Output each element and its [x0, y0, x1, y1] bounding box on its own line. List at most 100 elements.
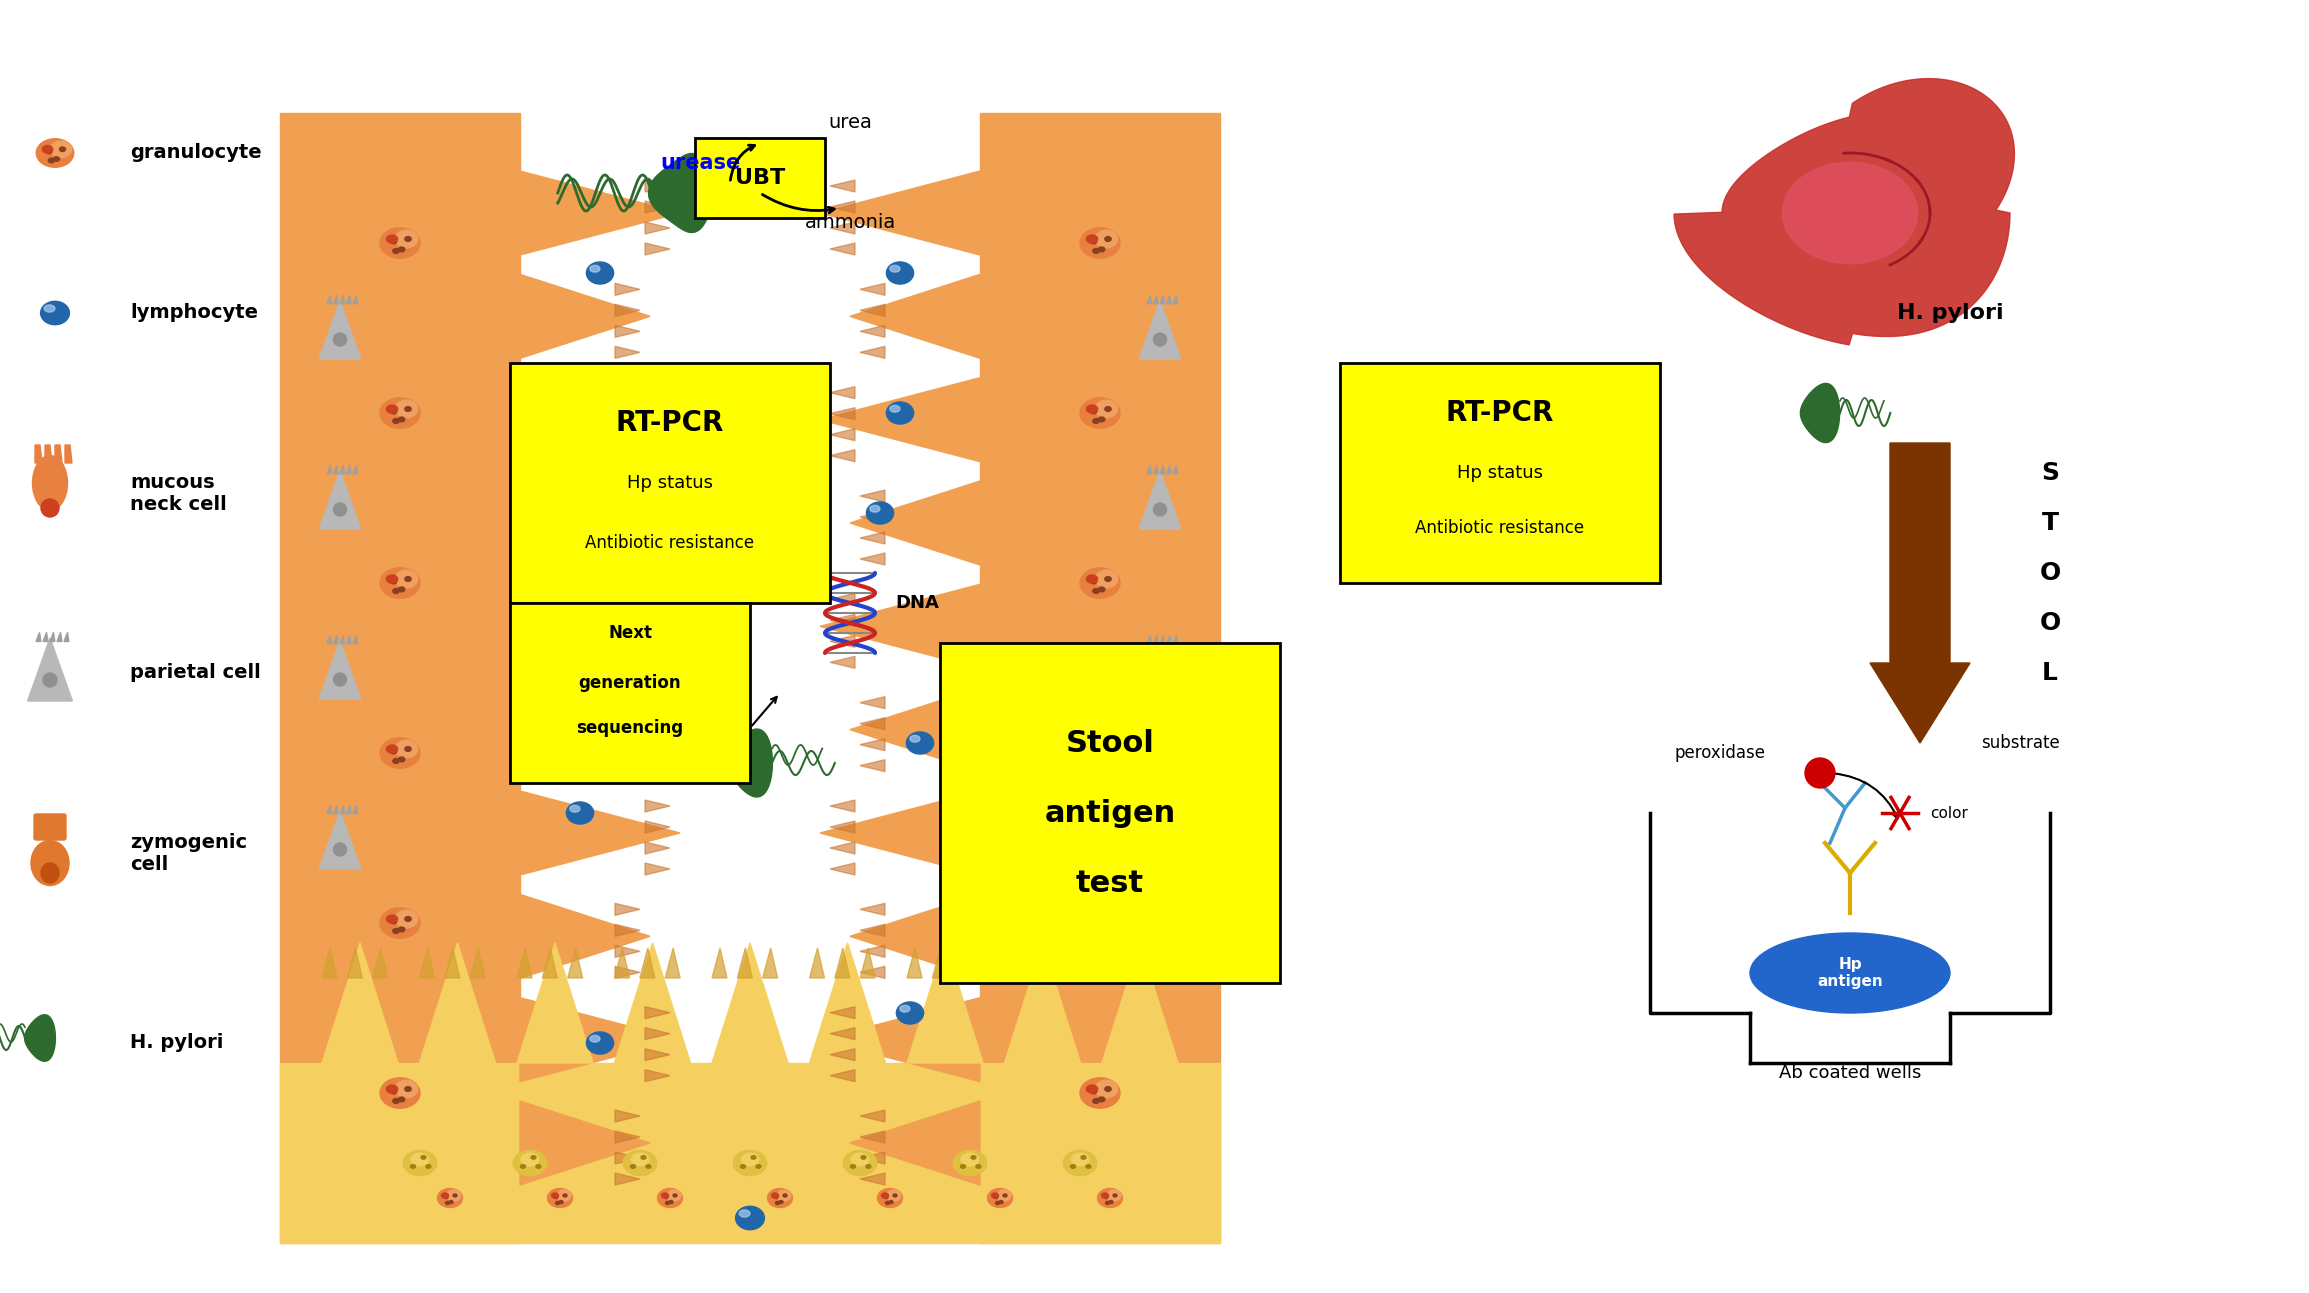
Polygon shape: [1166, 465, 1171, 473]
Ellipse shape: [1099, 587, 1104, 592]
Polygon shape: [520, 688, 651, 772]
Text: Stool: Stool: [1064, 728, 1154, 758]
Polygon shape: [644, 800, 670, 812]
Ellipse shape: [1081, 568, 1120, 599]
Polygon shape: [1674, 79, 2013, 345]
Ellipse shape: [1154, 334, 1166, 347]
Ellipse shape: [607, 531, 633, 553]
Polygon shape: [829, 243, 854, 255]
Ellipse shape: [1081, 1156, 1085, 1159]
Polygon shape: [644, 1007, 670, 1019]
Text: Ab coated wells: Ab coated wells: [1778, 1064, 1921, 1082]
Ellipse shape: [395, 230, 418, 248]
Ellipse shape: [393, 928, 399, 934]
Ellipse shape: [446, 1201, 450, 1205]
Polygon shape: [1159, 465, 1164, 473]
Ellipse shape: [425, 1165, 432, 1169]
Polygon shape: [520, 171, 679, 255]
Text: color: color: [1930, 806, 1967, 821]
Polygon shape: [614, 347, 640, 358]
Ellipse shape: [997, 1190, 1011, 1201]
Ellipse shape: [60, 147, 65, 151]
Polygon shape: [644, 1049, 670, 1060]
Polygon shape: [644, 1028, 670, 1040]
Ellipse shape: [961, 1165, 965, 1169]
Ellipse shape: [889, 405, 901, 412]
Polygon shape: [762, 948, 778, 978]
Ellipse shape: [404, 917, 411, 922]
Polygon shape: [420, 943, 496, 1063]
Ellipse shape: [586, 262, 614, 284]
Polygon shape: [859, 718, 884, 729]
Polygon shape: [58, 632, 62, 641]
Text: parietal cell: parietal cell: [129, 663, 261, 683]
Text: Hp status: Hp status: [1457, 464, 1542, 482]
Ellipse shape: [991, 1193, 997, 1199]
Polygon shape: [737, 948, 753, 978]
Polygon shape: [614, 1173, 640, 1184]
Ellipse shape: [734, 1151, 767, 1175]
Polygon shape: [644, 450, 670, 462]
Ellipse shape: [42, 301, 69, 325]
Polygon shape: [644, 180, 670, 191]
Ellipse shape: [441, 1193, 448, 1199]
Ellipse shape: [393, 248, 399, 253]
Polygon shape: [1138, 471, 1180, 529]
Polygon shape: [353, 295, 358, 304]
Ellipse shape: [46, 149, 53, 154]
Ellipse shape: [1092, 928, 1099, 934]
Text: UBT: UBT: [734, 168, 785, 187]
Ellipse shape: [767, 1188, 792, 1208]
Ellipse shape: [1094, 570, 1118, 588]
Ellipse shape: [1094, 740, 1118, 758]
Polygon shape: [28, 637, 72, 701]
Ellipse shape: [852, 1153, 868, 1166]
Ellipse shape: [884, 1196, 889, 1199]
Ellipse shape: [630, 1165, 635, 1169]
Polygon shape: [907, 943, 984, 1063]
Ellipse shape: [443, 1196, 448, 1199]
Polygon shape: [665, 948, 681, 978]
Ellipse shape: [658, 1188, 683, 1208]
Ellipse shape: [559, 1200, 563, 1204]
Polygon shape: [829, 429, 854, 441]
FancyBboxPatch shape: [940, 643, 1279, 983]
Ellipse shape: [882, 1193, 889, 1199]
Ellipse shape: [522, 1153, 538, 1166]
Ellipse shape: [1092, 759, 1099, 763]
Ellipse shape: [42, 862, 60, 883]
Ellipse shape: [48, 158, 53, 163]
Polygon shape: [1138, 300, 1180, 359]
Ellipse shape: [42, 499, 60, 517]
Polygon shape: [353, 806, 358, 813]
Ellipse shape: [665, 1196, 667, 1199]
Ellipse shape: [566, 802, 593, 824]
Polygon shape: [1154, 806, 1159, 813]
Ellipse shape: [1090, 919, 1097, 923]
Text: ammonia: ammonia: [804, 213, 896, 233]
Ellipse shape: [1108, 1200, 1113, 1204]
Polygon shape: [1030, 948, 1046, 978]
Polygon shape: [829, 862, 854, 875]
Ellipse shape: [448, 1200, 453, 1204]
Ellipse shape: [1092, 419, 1099, 423]
Text: O: O: [2039, 561, 2060, 584]
Ellipse shape: [395, 910, 418, 928]
Polygon shape: [614, 1131, 640, 1143]
Ellipse shape: [771, 1193, 778, 1199]
Ellipse shape: [1104, 237, 1111, 242]
Polygon shape: [933, 948, 947, 978]
Polygon shape: [859, 347, 884, 358]
Polygon shape: [1166, 295, 1171, 304]
Ellipse shape: [381, 908, 420, 939]
Ellipse shape: [531, 1156, 536, 1159]
Polygon shape: [644, 222, 670, 234]
Polygon shape: [859, 304, 884, 317]
Ellipse shape: [393, 419, 399, 423]
Ellipse shape: [520, 1165, 526, 1169]
Polygon shape: [1166, 635, 1171, 644]
Text: O: O: [2039, 612, 2060, 635]
Polygon shape: [820, 171, 979, 255]
Ellipse shape: [1094, 910, 1118, 928]
Polygon shape: [614, 553, 640, 565]
